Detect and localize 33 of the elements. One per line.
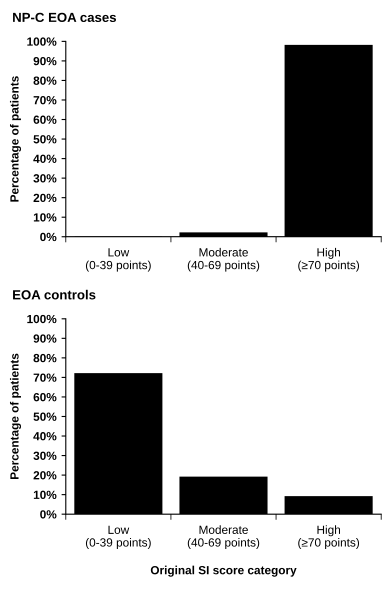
y-tick-label: 50% — [34, 135, 56, 144]
y-tick-label: 0% — [40, 510, 56, 519]
y-tick-label: 70% — [34, 373, 56, 382]
y-tick-label: 100% — [27, 37, 56, 46]
y-tick-label: 90% — [34, 56, 56, 66]
y-tick-label: 0% — [40, 232, 56, 242]
x-tick-label: Moderate (40-69 points) — [188, 248, 260, 272]
x-tick-label: Moderate (40-69 points) — [188, 525, 260, 549]
y-tick-label: 100% — [27, 314, 56, 324]
chart-title: NP-C EOA cases — [13, 12, 116, 22]
y-tick-label: 50% — [34, 412, 56, 421]
y-axis-title: Percentage of patients — [10, 76, 22, 202]
y-tick-label: 40% — [33, 154, 56, 163]
y-tick-label: 90% — [34, 334, 56, 343]
chart-title: EOA controls — [13, 290, 96, 300]
y-tick-label: 60% — [34, 116, 56, 124]
y-tick-label: 20% — [34, 471, 56, 480]
y-tick-label: 10% — [34, 213, 56, 222]
y-tick-label: 10% — [34, 490, 56, 500]
x-tick-label: High (≥70 points) — [298, 248, 360, 272]
y-tick-label: 20% — [34, 194, 56, 202]
y-tick-label: 60% — [34, 392, 56, 402]
x-tick-label: Low (0-39 points) — [86, 526, 151, 549]
y-tick-label: 30% — [33, 174, 56, 183]
y-tick-label: 30% — [33, 452, 56, 460]
x-axis-title: Original SI score category — [150, 566, 297, 577]
y-tick-label: 80% — [34, 354, 56, 362]
x-tick-label: Low (0-39 points) — [86, 248, 151, 272]
y-tick-label: 80% — [34, 76, 56, 85]
y-tick-label: 70% — [34, 96, 56, 104]
y-axis-title: Percentage of patients — [10, 354, 22, 479]
x-tick-label: High (≥70 points) — [298, 525, 360, 549]
y-tick-label: 40% — [33, 432, 56, 440]
